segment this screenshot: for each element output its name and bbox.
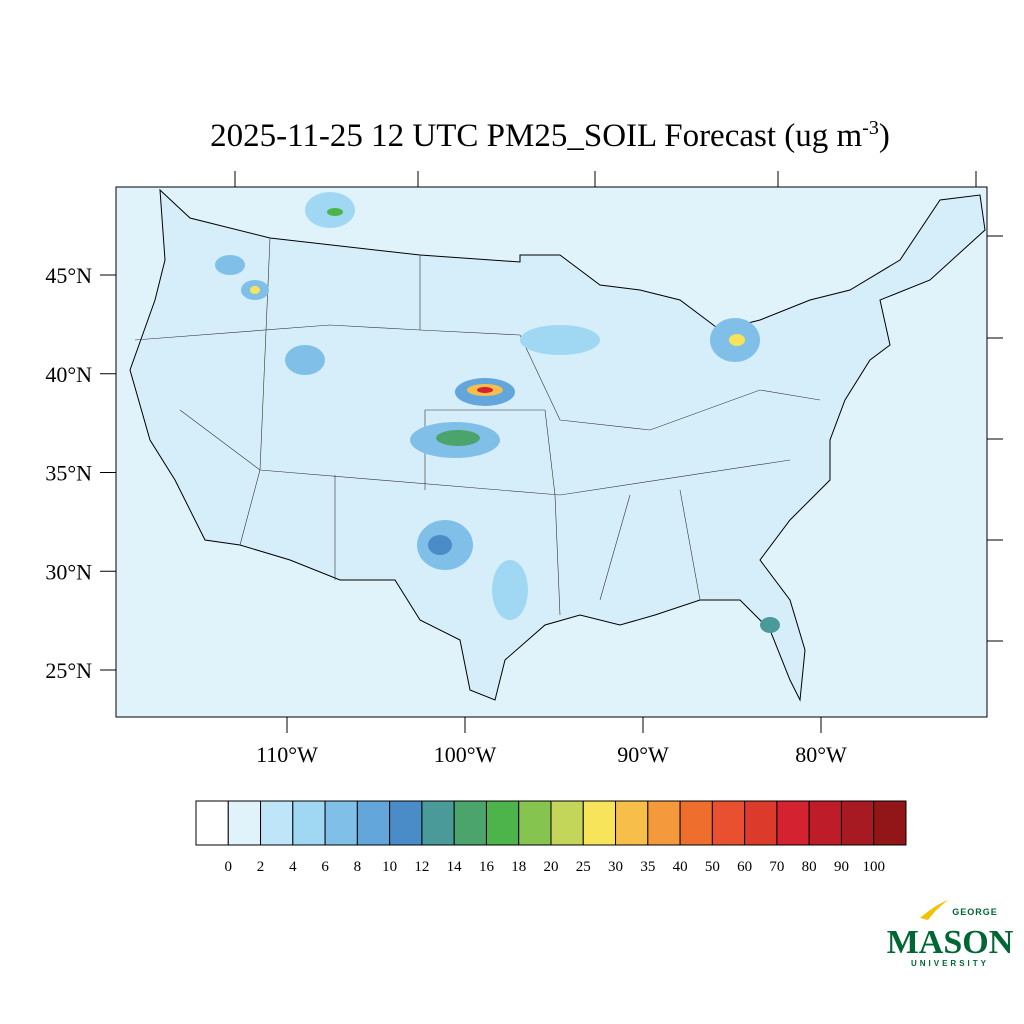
colorbar-box [260,800,294,846]
colorbar-box [744,800,778,846]
colorbar-box [840,800,875,846]
colorbar-label: 12 [414,859,429,875]
colorbar-label: 70 [769,859,784,875]
plumes [215,192,780,633]
lat-label: 45°N [45,263,92,288]
lon-label: 100°W [434,742,497,767]
title-superscript: -3 [862,117,879,139]
colorbar-box [453,800,487,846]
logo: GEORGE MASON UNIVERSITY [887,900,1014,968]
colorbar-box [647,800,681,846]
colorbar-box [324,800,358,846]
colorbar-box [711,800,746,846]
colorbar-label: 4 [289,859,297,875]
colorbar-label: 90 [834,859,849,875]
colorbar-label: 60 [737,859,752,875]
colorbar-box [518,800,552,846]
colorbar-label: 35 [640,859,655,875]
lat-label: 40°N [45,362,92,387]
logo-main: MASON [887,924,1014,961]
colorbar-label: 25 [576,859,591,875]
colorbar-box [195,800,229,846]
map-frame [115,186,988,718]
colorbar-box [389,800,423,846]
logo-top: GEORGE [952,907,998,917]
lat-label: 35°N [45,461,92,486]
colorbar-label: 6 [321,859,329,875]
colorbar-box [873,800,907,846]
colorbar-box [227,800,262,846]
lat-label: 25°N [45,658,92,683]
colorbar-label: 80 [802,859,817,875]
frame-ticks [234,171,1003,642]
colorbar-label: 30 [608,859,623,875]
colorbar-box [485,800,520,846]
colorbar-label: 40 [673,859,688,875]
colorbar-label: 8 [354,859,362,875]
lat-label: 30°N [45,559,92,584]
us-outline [129,188,986,702]
colorbar-label: 2 [257,859,265,875]
title-end: ) [879,118,890,154]
colorbar-label: 16 [479,859,495,875]
lon-label: 80°W [795,742,847,767]
colorbar-box [356,800,391,846]
colorbar: 0 2 4 6 8 10 12 14 16 18 20 25 30 35 40 50 60 70 80 90 100 [195,800,907,875]
logo-bottom: UNIVERSITY [911,959,989,968]
colorbar-box [776,800,810,846]
lon-label: 90°W [617,742,669,767]
colorbar-label: 10 [382,859,397,875]
state-lines [134,237,821,616]
lon-label: 110°W [256,742,318,767]
map: 45°N 40°N 35°N 30°N 25°N 110°W 100°W 90°W 80°W [45,171,1003,767]
colorbar-box [421,800,455,846]
colorbar-box [679,800,713,846]
colorbar-label: 14 [447,859,463,875]
colorbar-box [550,800,584,846]
colorbar-label: 100 [862,859,885,875]
colorbar-label: 50 [705,859,720,875]
colorbar-box [808,800,842,846]
colorbar-box [292,800,326,846]
colorbar-box [582,800,617,846]
colorbar-label: 20 [544,859,559,875]
colorbar-box [615,800,649,846]
axes: 45°N 40°N 35°N 30°N 25°N 110°W 100°W 90°W 80°W [45,263,847,767]
title: 2025-11-25 12 UTC PM25_SOIL Forecast (ug… [210,117,890,154]
colorbar-label: 18 [511,859,526,875]
colorbar-label: 0 [225,859,233,875]
title-text: 2025-11-25 12 UTC PM25_SOIL Forecast (ug… [210,118,862,154]
